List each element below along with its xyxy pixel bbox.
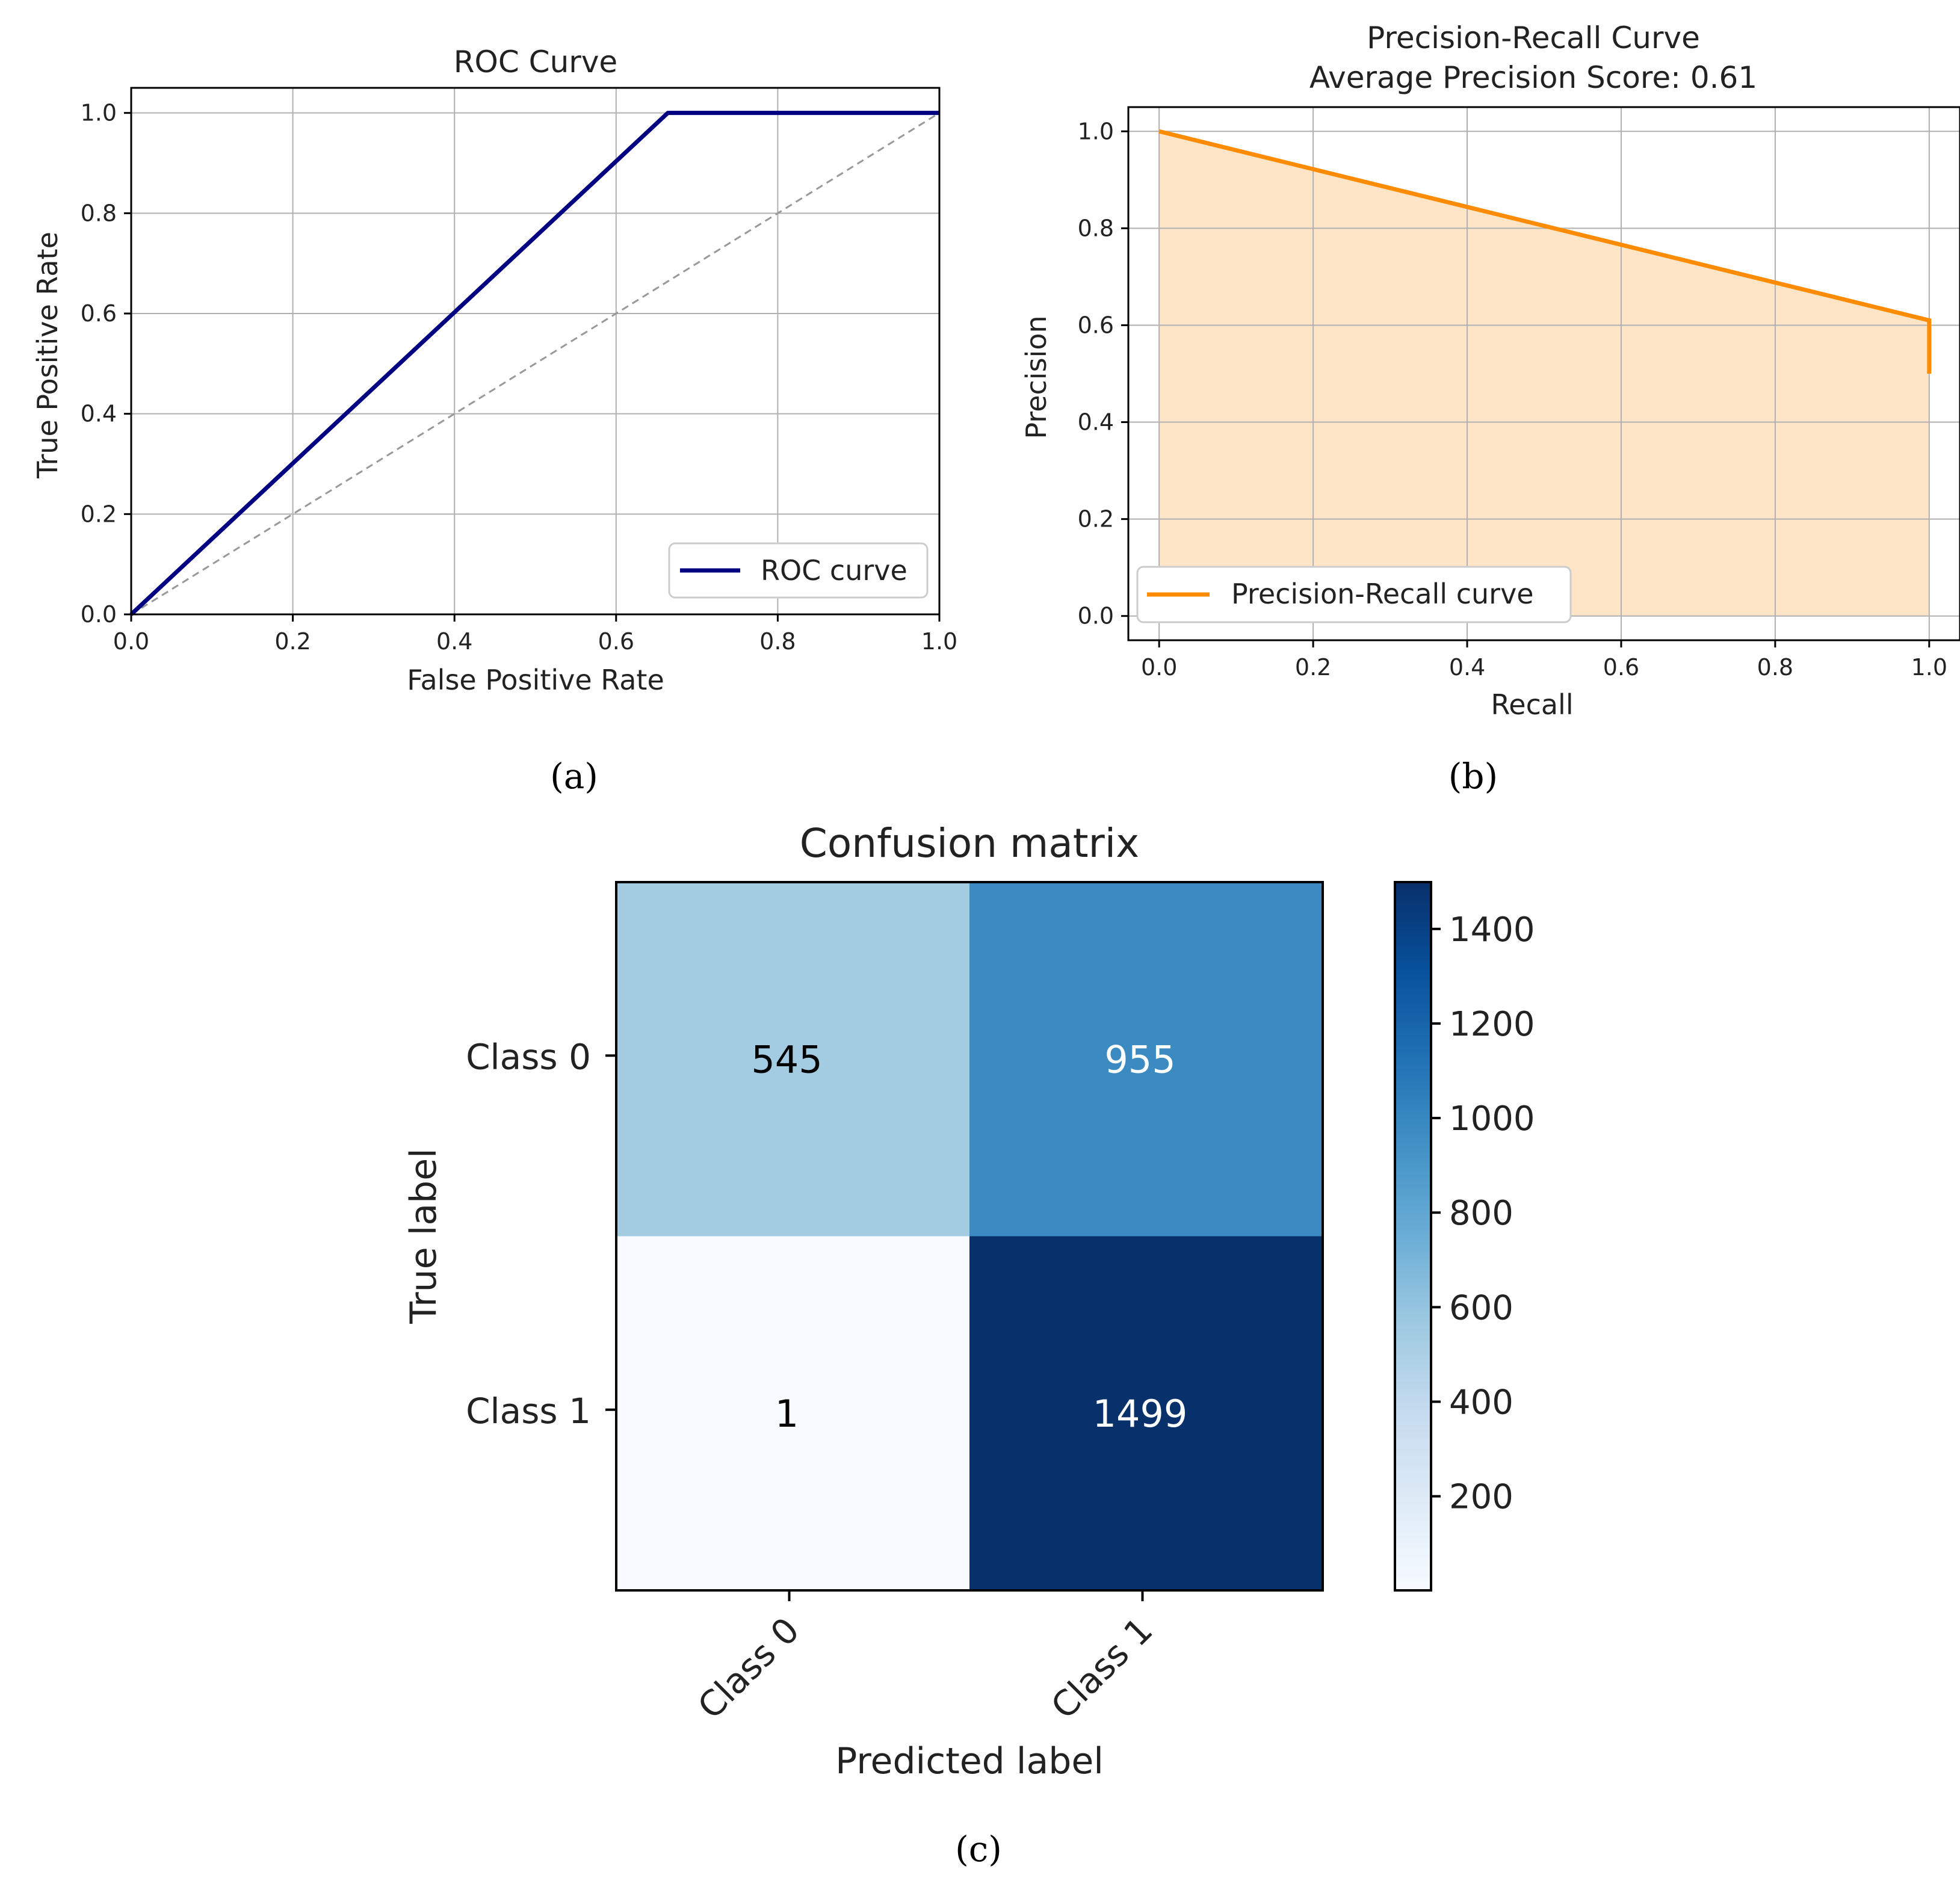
cm-colorbar-tick-label: 1200: [1449, 1005, 1535, 1044]
roc-x-tick-label: 1.0: [921, 628, 957, 655]
roc-y-ticks: 0.0 0.2 0.4 0.6 0.8 1.0: [81, 100, 131, 628]
cm-colorbar-tick-label: 200: [1449, 1478, 1513, 1517]
cm-y-tick-label: Class 1: [466, 1391, 591, 1432]
roc-y-tick-label: 0.4: [81, 401, 117, 427]
pr-area-fill: [1159, 131, 1929, 616]
roc-y-tick-label: 0.6: [81, 300, 117, 327]
roc-x-tick-label: 0.8: [759, 628, 796, 655]
cm-colorbar-tick-label: 400: [1449, 1383, 1513, 1422]
pr-axes-frame: [1127, 106, 1960, 641]
pr-x-tick-label: 0.8: [1757, 654, 1793, 681]
roc-curve-line: [129, 111, 939, 616]
roc-y-axis-label: True Positive Rate: [31, 232, 64, 479]
pr-grid: [1128, 107, 1960, 640]
cm-cell-value: 955: [1104, 1037, 1175, 1081]
roc-y-tick-label: 0.2: [81, 501, 117, 527]
cm-colorbar-gradient: [1394, 881, 1432, 1592]
roc-chance-line: [131, 112, 940, 616]
cm-y-tick-label: Class 0: [466, 1036, 591, 1077]
cm-cell: [969, 882, 1323, 1237]
pr-legend: Precision-Recall curve: [1136, 566, 1572, 623]
pr-y-tick-label: 0.8: [1078, 215, 1114, 241]
pr-x-tick-label: 0.4: [1449, 654, 1485, 681]
cm-cell: [616, 1236, 969, 1590]
pr-subtitle: Average Precision Score: 0.61: [1309, 60, 1757, 95]
pr-y-tick-label: 1.0: [1078, 118, 1114, 144]
cm-cell-value: 1499: [1093, 1392, 1188, 1436]
pr-x-tick-label: 0.2: [1295, 654, 1331, 681]
cm-x-axis-label: Predicted label: [835, 1740, 1104, 1782]
pr-x-ticks: 0.0 0.2 0.4 0.6 0.8 1.0: [1141, 640, 1947, 681]
roc-x-axis-label: False Positive Rate: [407, 664, 664, 696]
cm-colorbar: 200 400 600 800 1000 1200 1400: [1394, 881, 1535, 1592]
caption-b: (b): [1448, 756, 1498, 797]
pr-x-tick-label: 0.0: [1141, 654, 1177, 681]
pr-chart: 0.0 0.2 0.4 0.6 0.8 1.0 0.0 0.2 0.4 0.6 0.8 1.0 Pr…: [1020, 20, 1960, 721]
roc-x-tick-label: 0.6: [598, 628, 634, 655]
roc-title: ROC Curve: [454, 45, 617, 79]
roc-y-tick-label: 0.0: [81, 601, 117, 628]
pr-y-ticks: 0.0 0.2 0.4 0.6 0.8 1.0: [1078, 118, 1128, 629]
pr-y-tick-label: 0.0: [1078, 603, 1114, 629]
cm-cell: [969, 1236, 1323, 1590]
cm-y-ticks: Class 0 Class 1: [466, 1036, 616, 1432]
cm-colorbar-tick-label: 800: [1449, 1194, 1513, 1233]
roc-y-tick-label: 1.0: [81, 100, 117, 126]
roc-y-tick-label: 0.8: [81, 200, 117, 226]
cm-cell-value: 1: [775, 1392, 799, 1436]
cm-title: Confusion matrix: [800, 820, 1139, 866]
cm-cell-value: 545: [751, 1037, 822, 1081]
caption-c: (c): [955, 1829, 1002, 1870]
roc-x-tick-label: 0.0: [113, 628, 149, 655]
pr-y-tick-label: 0.4: [1078, 409, 1114, 436]
pr-x-tick-label: 1.0: [1911, 654, 1947, 681]
cm-x-ticks: Class 0 Class 1: [690, 1590, 1160, 1727]
pr-legend-label: Precision-Recall curve: [1231, 578, 1534, 610]
cm-colorbar-ticks: 200 400 600 800 1000 1200 1400: [1431, 910, 1535, 1517]
pr-y-tick-label: 0.2: [1078, 506, 1114, 533]
roc-legend-box: [668, 542, 929, 599]
pr-curve-line: [1158, 129, 1932, 374]
roc-legend: ROC curve: [668, 542, 929, 599]
cm-x-tick-label: Class 1: [1043, 1610, 1160, 1727]
pr-y-axis-label: Precision: [1020, 315, 1053, 439]
caption-a: (a): [550, 756, 598, 797]
pr-x-axis-label: Recall: [1491, 688, 1573, 721]
pr-title: Precision-Recall Curve: [1367, 20, 1700, 55]
cm-y-axis-label: True label: [403, 1148, 445, 1324]
cm-colorbar-tick-label: 600: [1449, 1288, 1513, 1327]
roc-chart: 0.0 0.2 0.4 0.6 0.8 1.0 0.0 0.2 0.4 0.6 0.8 1.0 RO…: [31, 45, 957, 696]
cm-frame: [615, 881, 1324, 1592]
cm-x-tick-label: Class 0: [690, 1610, 807, 1727]
roc-x-tick-label: 0.2: [274, 628, 311, 655]
roc-axes-frame: [130, 87, 941, 616]
pr-x-tick-label: 0.6: [1603, 654, 1639, 681]
cm-cells: 545 955 1 1499: [616, 882, 1323, 1590]
roc-x-ticks: 0.0 0.2 0.4 0.6 0.8 1.0: [113, 614, 957, 655]
roc-grid: [131, 88, 940, 615]
cm-colorbar-tick-label: 1400: [1449, 910, 1535, 950]
roc-x-tick-label: 0.4: [436, 628, 472, 655]
pr-legend-box: [1136, 566, 1572, 623]
roc-legend-label: ROC curve: [761, 554, 907, 587]
cm-colorbar-tick-label: 1000: [1449, 1099, 1535, 1138]
pr-y-tick-label: 0.6: [1078, 312, 1114, 338]
cm-cell: [616, 882, 969, 1237]
